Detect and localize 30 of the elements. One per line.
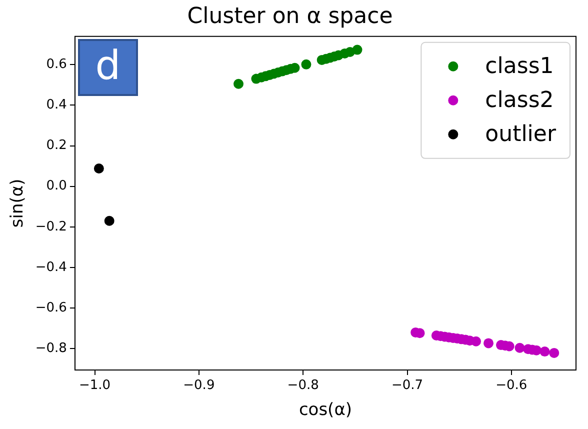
- point: [94, 164, 104, 174]
- legend-label: outlier: [485, 122, 557, 148]
- chart-title: Cluster on α space: [187, 4, 393, 29]
- y-axis-title: sin(α): [8, 178, 28, 228]
- legend-label: class1: [485, 54, 554, 80]
- point: [352, 44, 362, 55]
- y-tick-label: 0.0: [46, 178, 67, 194]
- point: [104, 216, 114, 226]
- point: [540, 346, 550, 357]
- y-tick-label: 0.2: [46, 138, 67, 154]
- point: [471, 336, 481, 346]
- point: [234, 78, 244, 89]
- y-tick-label: −0.4: [35, 260, 67, 275]
- point: [514, 342, 525, 353]
- legend-label: class2: [485, 88, 554, 114]
- letter-badge: d: [78, 39, 138, 96]
- y-tick-label: 0.4: [46, 98, 67, 113]
- y-tick-label: 0.6: [46, 56, 67, 72]
- x-tick-label: −0.8: [287, 378, 319, 394]
- x-tick-label: −0.7: [391, 378, 424, 394]
- point: [484, 338, 494, 348]
- x-tick-label: −0.6: [496, 378, 528, 394]
- x-tick-label: −1.0: [78, 378, 111, 394]
- y-tick-label: −0.6: [35, 300, 67, 316]
- y-tick-label: −0.2: [35, 219, 67, 234]
- point: [549, 348, 560, 358]
- x-axis-title: cos(α): [298, 400, 352, 420]
- point: [301, 59, 312, 70]
- x-tick-label: −0.9: [183, 378, 215, 394]
- y-tick-label: −0.8: [35, 341, 67, 356]
